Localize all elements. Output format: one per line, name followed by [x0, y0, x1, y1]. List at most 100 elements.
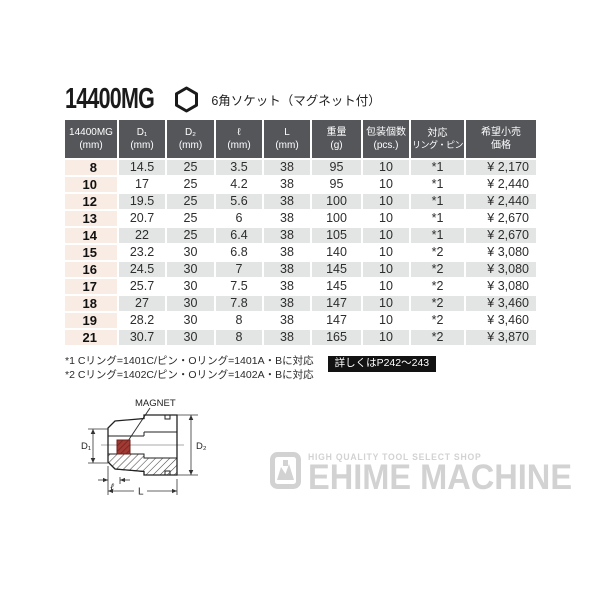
column-header: D₁ (mm) [119, 120, 165, 158]
spec-cell: ¥ 3,080 [466, 262, 537, 277]
footnotes: *1 Cリング=1401C/ピン・Oリング=1401A・Bに対応 *2 Cリング… [65, 355, 314, 382]
spec-cell: 30 [167, 330, 214, 345]
spec-cell: *1 [411, 160, 465, 175]
spec-cell: 4.2 [216, 177, 262, 192]
spec-cell: 24.5 [119, 262, 165, 277]
spec-cell: 165 [312, 330, 361, 345]
spec-cell: ¥ 2,170 [466, 160, 537, 175]
spec-cell: 147 [312, 313, 361, 328]
spec-cell: 19.5 [119, 194, 165, 209]
table-row: 14 22 25 6.4 38 105 10 *1 ¥ 2,670 [65, 228, 537, 243]
spec-cell: ¥ 2,670 [466, 228, 537, 243]
spec-cell: 25 [167, 194, 214, 209]
spec-cell: 5.6 [216, 194, 262, 209]
spec-cell: ¥ 3,080 [466, 279, 537, 294]
spec-cell: 95 [312, 177, 361, 192]
spec-cell: 8 [216, 313, 262, 328]
spec-cell: 10 [363, 262, 409, 277]
spec-cell: ¥ 3,080 [466, 245, 537, 260]
spec-cell: 38 [264, 245, 310, 260]
spec-cell: *1 [411, 194, 465, 209]
spec-cell: 22 [119, 228, 165, 243]
spec-cell: 38 [264, 160, 310, 175]
column-header: 重量 (g) [312, 120, 361, 158]
table-row: 12 19.5 25 5.6 38 100 10 *1 ¥ 2,440 [65, 194, 537, 209]
spec-cell: *2 [411, 279, 465, 294]
logo-tagline: HIGH QUALITY TOOL SELECT SHOP [308, 452, 482, 462]
table-row: 8 14.5 25 3.5 38 95 10 *1 ¥ 2,170 [65, 160, 537, 175]
footnote-1: *1 Cリング=1401C/ピン・Oリング=1401A・Bに対応 [65, 355, 314, 367]
column-header: 包装個数 (pcs.) [363, 120, 409, 158]
spec-cell: 10 [363, 211, 409, 226]
spec-table: 14400MG (mm) D₁ (mm) D₂ (mm) ℓ (mm) L (mm) 重量 (g) 包装… [63, 118, 538, 347]
size-cell: 13 [65, 211, 117, 226]
spec-cell: 30.7 [119, 330, 165, 345]
size-cell: 17 [65, 279, 117, 294]
spec-cell: 7 [216, 262, 262, 277]
spec-cell: 20.7 [119, 211, 165, 226]
spec-cell: *2 [411, 313, 465, 328]
spec-cell: 145 [312, 279, 361, 294]
spec-cell: 38 [264, 262, 310, 277]
spec-cell: 10 [363, 296, 409, 311]
spec-cell: 38 [264, 279, 310, 294]
ehime-machine-logo: HIGH QUALITY TOOL SELECT SHOP EHIME MACH… [270, 452, 600, 494]
table-row: 18 27 30 7.8 38 147 10 *2 ¥ 3,460 [65, 296, 537, 311]
spec-cell: 25 [167, 160, 214, 175]
spec-cell: 105 [312, 228, 361, 243]
ehime-machine-logo-icon [270, 452, 301, 494]
spec-cell: 38 [264, 313, 310, 328]
magnet-region [116, 439, 131, 455]
table-row: 19 28.2 30 8 38 147 10 *2 ¥ 3,460 [65, 313, 537, 328]
spec-cell: 38 [264, 296, 310, 311]
spec-cell: ¥ 2,670 [466, 211, 537, 226]
size-cell: 12 [65, 194, 117, 209]
column-header: ℓ (mm) [216, 120, 262, 158]
spec-cell: ¥ 2,440 [466, 177, 537, 192]
spec-cell: 28.2 [119, 313, 165, 328]
spec-cell: 25 [167, 177, 214, 192]
spec-cell: 6.4 [216, 228, 262, 243]
spec-cell: 38 [264, 177, 310, 192]
cross-section-hatch [107, 453, 178, 476]
table-row: 13 20.7 25 6 38 100 10 *1 ¥ 2,670 [65, 211, 537, 226]
column-header: 14400MG (mm) [65, 120, 117, 158]
logo-wordmark: EHIME MACHINE [308, 458, 573, 493]
d2-label: D₂ [196, 441, 207, 452]
spec-cell: 17 [119, 177, 165, 192]
spec-cell: 10 [363, 245, 409, 260]
spec-cell: 100 [312, 194, 361, 209]
l-small-label: ℓ [110, 482, 114, 493]
column-header: L (mm) [264, 120, 310, 158]
footnote-row: *1 Cリング=1401C/ピン・Oリング=1401A・Bに対応 *2 Cリング… [65, 355, 437, 382]
spec-cell: 27 [119, 296, 165, 311]
spec-cell: ¥ 3,870 [466, 330, 537, 345]
spec-cell: ¥ 3,460 [466, 313, 537, 328]
spec-cell: 95 [312, 160, 361, 175]
spec-cell: 6 [216, 211, 262, 226]
spec-cell: 25 [167, 228, 214, 243]
spec-cell: 10 [363, 160, 409, 175]
spec-cell: 10 [363, 330, 409, 345]
d1-label: D₁ [81, 441, 91, 452]
product-model-number: 14400MG [65, 82, 155, 115]
size-cell: 16 [65, 262, 117, 277]
table-row: 10 17 25 4.2 38 95 10 *1 ¥ 2,440 [65, 177, 537, 192]
spec-cell: 10 [363, 279, 409, 294]
details-page-badge: 詳しくはP242～243 [327, 356, 437, 372]
spec-cell: 6.8 [216, 245, 262, 260]
product-subtitle: 6角ソケット（マグネット付） [211, 93, 381, 108]
spec-table-header-row: 14400MG (mm) D₁ (mm) D₂ (mm) ℓ (mm) L (mm) 重量 (g) 包装… [65, 120, 537, 158]
spec-cell: 8 [216, 330, 262, 345]
size-cell: 8 [65, 160, 117, 175]
spec-cell: 25.7 [119, 279, 165, 294]
spec-cell: 30 [167, 313, 214, 328]
column-header: 対応 リング・ピン [411, 120, 465, 158]
magnet-label: MAGNET [135, 398, 176, 409]
spec-cell: 10 [363, 194, 409, 209]
spec-cell: 10 [363, 177, 409, 192]
spec-cell: 10 [363, 228, 409, 243]
size-cell: 15 [65, 245, 117, 260]
size-cell: 21 [65, 330, 117, 345]
